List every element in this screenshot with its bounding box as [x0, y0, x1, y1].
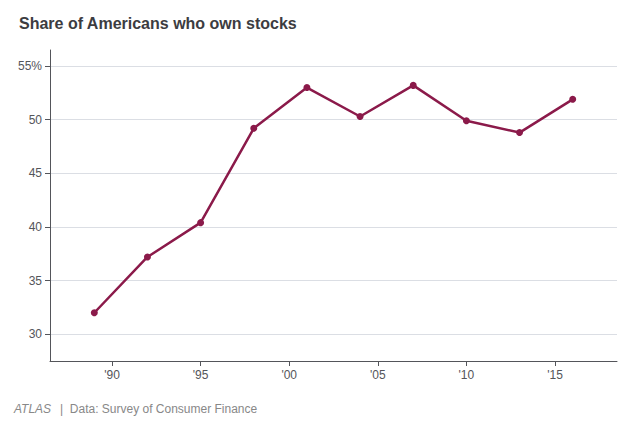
svg-text:'05: '05 — [370, 368, 386, 382]
svg-text:Share of Americans who own sto: Share of Americans who own stocks — [19, 15, 297, 32]
svg-text:45: 45 — [29, 166, 43, 180]
svg-text:35: 35 — [29, 274, 43, 288]
svg-text:'90: '90 — [104, 368, 120, 382]
svg-text:30: 30 — [29, 327, 43, 341]
svg-text:40: 40 — [29, 220, 43, 234]
svg-text:'95: '95 — [193, 368, 209, 382]
svg-text:| Data: Survey of Consumer Fi: | Data: Survey of Consumer Finance — [60, 402, 258, 416]
svg-text:'00: '00 — [281, 368, 297, 382]
svg-text:ATLAS: ATLAS — [13, 402, 51, 416]
svg-text:'15: '15 — [547, 368, 563, 382]
svg-text:'10: '10 — [459, 368, 475, 382]
svg-text:55%: 55% — [18, 59, 42, 73]
svg-text:50: 50 — [29, 113, 43, 127]
